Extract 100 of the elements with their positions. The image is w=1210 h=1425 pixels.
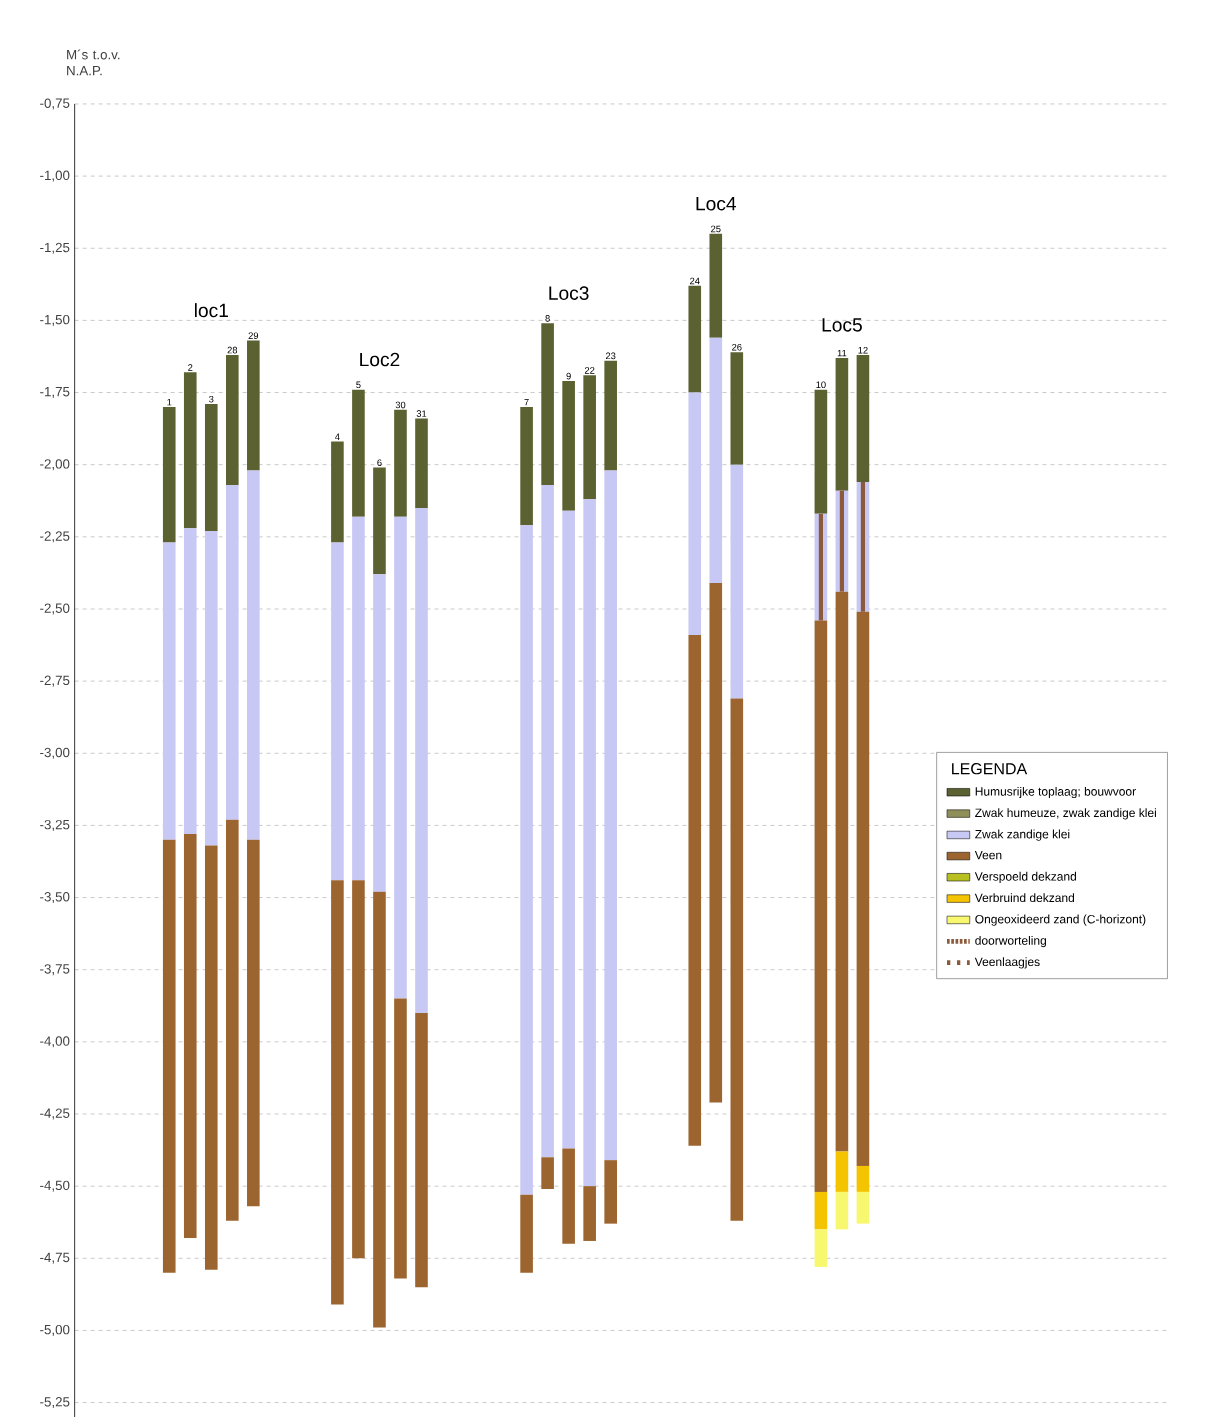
bar — [393, 998, 407, 1279]
bar — [204, 531, 218, 846]
bar — [814, 1229, 827, 1267]
bar — [860, 482, 865, 612]
bar — [246, 470, 260, 840]
bar — [415, 507, 428, 1013]
x-tick-label: 30 — [395, 401, 406, 409]
y-tick-label: -5,25 — [39, 1397, 70, 1409]
x-tick-label: 10 — [816, 381, 826, 389]
bar — [520, 525, 533, 1195]
bar — [246, 340, 260, 471]
bar — [393, 516, 407, 999]
bar — [393, 409, 407, 517]
bar — [520, 1194, 533, 1273]
x-tick-label: 11 — [837, 349, 847, 357]
x-tick-label: 2 — [187, 364, 193, 371]
legend-label: Verbruind dekzand — [974, 893, 1074, 903]
bar — [204, 845, 218, 1270]
bar — [204, 404, 218, 532]
x-tick-label: 23 — [605, 352, 616, 360]
bar — [604, 470, 617, 1161]
bar — [835, 1191, 849, 1230]
y-tick-label: -4,50 — [39, 1180, 70, 1192]
x-tick-label: 4 — [334, 433, 340, 440]
y-tick-label: -1,50 — [39, 314, 70, 326]
bar — [856, 355, 870, 482]
bar — [183, 372, 197, 529]
bar — [330, 542, 344, 881]
bar — [730, 698, 743, 1221]
y-tick-label: -2,00 — [39, 459, 70, 471]
x-tick-label: 31 — [416, 410, 427, 417]
bar — [856, 1191, 870, 1224]
y-tick-label: -1,75 — [39, 387, 70, 398]
bar — [562, 1148, 575, 1244]
x-tick-label: 22 — [584, 367, 595, 374]
bar — [814, 1191, 827, 1230]
bar — [562, 381, 575, 511]
legend-label: Veen — [974, 850, 1002, 860]
bar — [246, 839, 260, 1207]
x-tick-label: 6 — [377, 459, 382, 466]
y-tick-label: -5,00 — [39, 1324, 70, 1336]
x-tick-label: 29 — [248, 332, 258, 339]
x-tick-label: 3 — [208, 395, 214, 403]
bar — [162, 542, 176, 840]
legend-label: Zwak humeuze, zwak zandige klei — [974, 808, 1156, 820]
legend-label: doorworteling — [975, 935, 1046, 948]
y-tick-label: -3,50 — [39, 892, 70, 904]
y-tick-label: -4,25 — [39, 1108, 70, 1120]
bar — [856, 1165, 870, 1192]
legend-label: Verspoeld dekzand — [974, 871, 1076, 884]
bar — [562, 510, 575, 1149]
x-tick-label: 7 — [524, 398, 529, 406]
bar — [688, 285, 701, 393]
bar — [818, 513, 823, 621]
bar — [330, 880, 344, 1305]
annotation: Loc4 — [696, 197, 736, 211]
bar — [351, 389, 365, 517]
y-tick-label: -3,00 — [39, 747, 70, 759]
y-tick-label: -2,75 — [39, 675, 70, 687]
annotation: loc1 — [194, 303, 228, 318]
bar — [709, 233, 722, 338]
bar — [730, 464, 743, 699]
legend-label: Humusrijke toplaag; bouwvoor — [975, 786, 1136, 799]
bar — [330, 441, 344, 543]
bar — [604, 360, 617, 471]
bar — [604, 1160, 617, 1224]
bar — [835, 1151, 849, 1192]
x-tick-label: 25 — [710, 225, 721, 233]
y-tick-label: -1,00 — [39, 170, 70, 182]
bar — [225, 484, 239, 820]
y-tick-label: -3,25 — [39, 819, 70, 831]
bar — [835, 357, 849, 491]
y-tick-label: -1,25 — [39, 242, 70, 254]
x-tick-label: 12 — [858, 346, 868, 354]
bar — [162, 406, 176, 543]
legend-title: LEGENDA — [951, 763, 1027, 775]
bar — [372, 891, 386, 1328]
x-tick-label: 28 — [227, 346, 237, 354]
x-tick-label: 24 — [689, 277, 700, 285]
bar — [730, 352, 743, 465]
bar — [541, 1157, 554, 1190]
bar — [225, 819, 239, 1221]
y-tick-label: -0,75 — [39, 98, 70, 110]
bar — [688, 634, 701, 1146]
x-tick-label: 8 — [545, 315, 550, 322]
x-tick-label: 5 — [356, 381, 361, 389]
annotation: Loc3 — [549, 286, 589, 300]
y-tick-label: -2,50 — [39, 603, 70, 615]
bar — [839, 490, 844, 592]
bar — [835, 591, 849, 1152]
bar — [541, 484, 554, 1158]
legend-label: Zwak zandige klei — [974, 829, 1070, 841]
bar — [351, 880, 365, 1259]
y-tick-label: -4,00 — [39, 1036, 70, 1048]
bar — [688, 392, 701, 635]
bar — [415, 1012, 428, 1288]
bar — [709, 337, 722, 583]
bar — [415, 418, 428, 508]
bar — [351, 516, 365, 881]
bar — [372, 467, 386, 575]
